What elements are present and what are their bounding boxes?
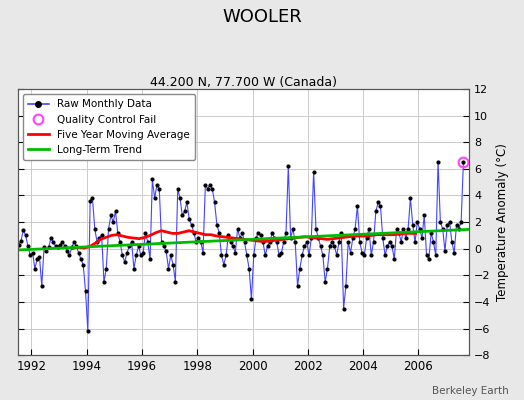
Legend: Raw Monthly Data, Quality Control Fail, Five Year Moving Average, Long-Term Tren: Raw Monthly Data, Quality Control Fail, … [23, 94, 195, 160]
Text: Berkeley Earth: Berkeley Earth [432, 386, 508, 396]
Text: WOOLER: WOOLER [222, 8, 302, 26]
Title: 44.200 N, 77.700 W (Canada): 44.200 N, 77.700 W (Canada) [150, 76, 337, 89]
Y-axis label: Temperature Anomaly (°C): Temperature Anomaly (°C) [496, 143, 509, 301]
